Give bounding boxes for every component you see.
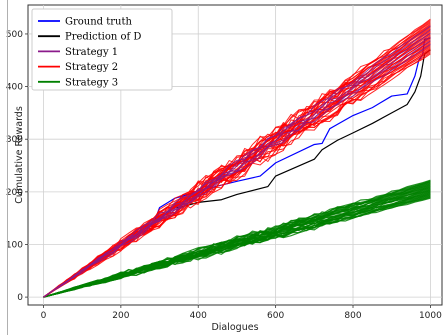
- series-line-strategy-3: [43, 180, 431, 298]
- x-tick-label: 1000: [419, 311, 442, 321]
- series-line-strategy-2: [43, 18, 431, 298]
- legend-label: Strategy 1: [65, 47, 118, 58]
- x-tick-label: 800: [344, 311, 361, 321]
- x-tick-label: 0: [41, 311, 47, 321]
- y-tick-label: 300: [6, 135, 23, 145]
- x-tick-label: 400: [190, 311, 207, 321]
- y-tick-label: 500: [6, 30, 23, 40]
- y-tick-label: 100: [6, 240, 23, 250]
- legend-label: Strategy 3: [65, 77, 118, 88]
- series-layer: [43, 18, 431, 298]
- x-axis-label: Dialogues: [211, 322, 258, 333]
- y-tick-label: 200: [6, 188, 23, 198]
- left-frame-line: [7, 0, 8, 335]
- legend-label: Prediction of D: [65, 32, 141, 43]
- x-tick-label: 200: [112, 311, 129, 321]
- legend-label: Strategy 2: [65, 62, 118, 73]
- x-tick-label: 600: [267, 311, 284, 321]
- y-axis-label: Cumulative Rewards: [14, 106, 25, 204]
- legend-label: Ground truth: [65, 17, 133, 28]
- series-line-strategy-1: [43, 36, 431, 298]
- ticks: 0 200 400 600 800 1000 0 100 200 300 400 500: [6, 30, 442, 321]
- series-line-strategy-1: [43, 25, 431, 298]
- y-tick-label: 0: [17, 293, 23, 303]
- legend: Ground truth Prediction of D Strategy 1 Str…: [31, 8, 173, 91]
- y-tick-label: 400: [6, 83, 23, 93]
- legend-box: [31, 8, 173, 91]
- series-line-strategy-3: [43, 179, 431, 298]
